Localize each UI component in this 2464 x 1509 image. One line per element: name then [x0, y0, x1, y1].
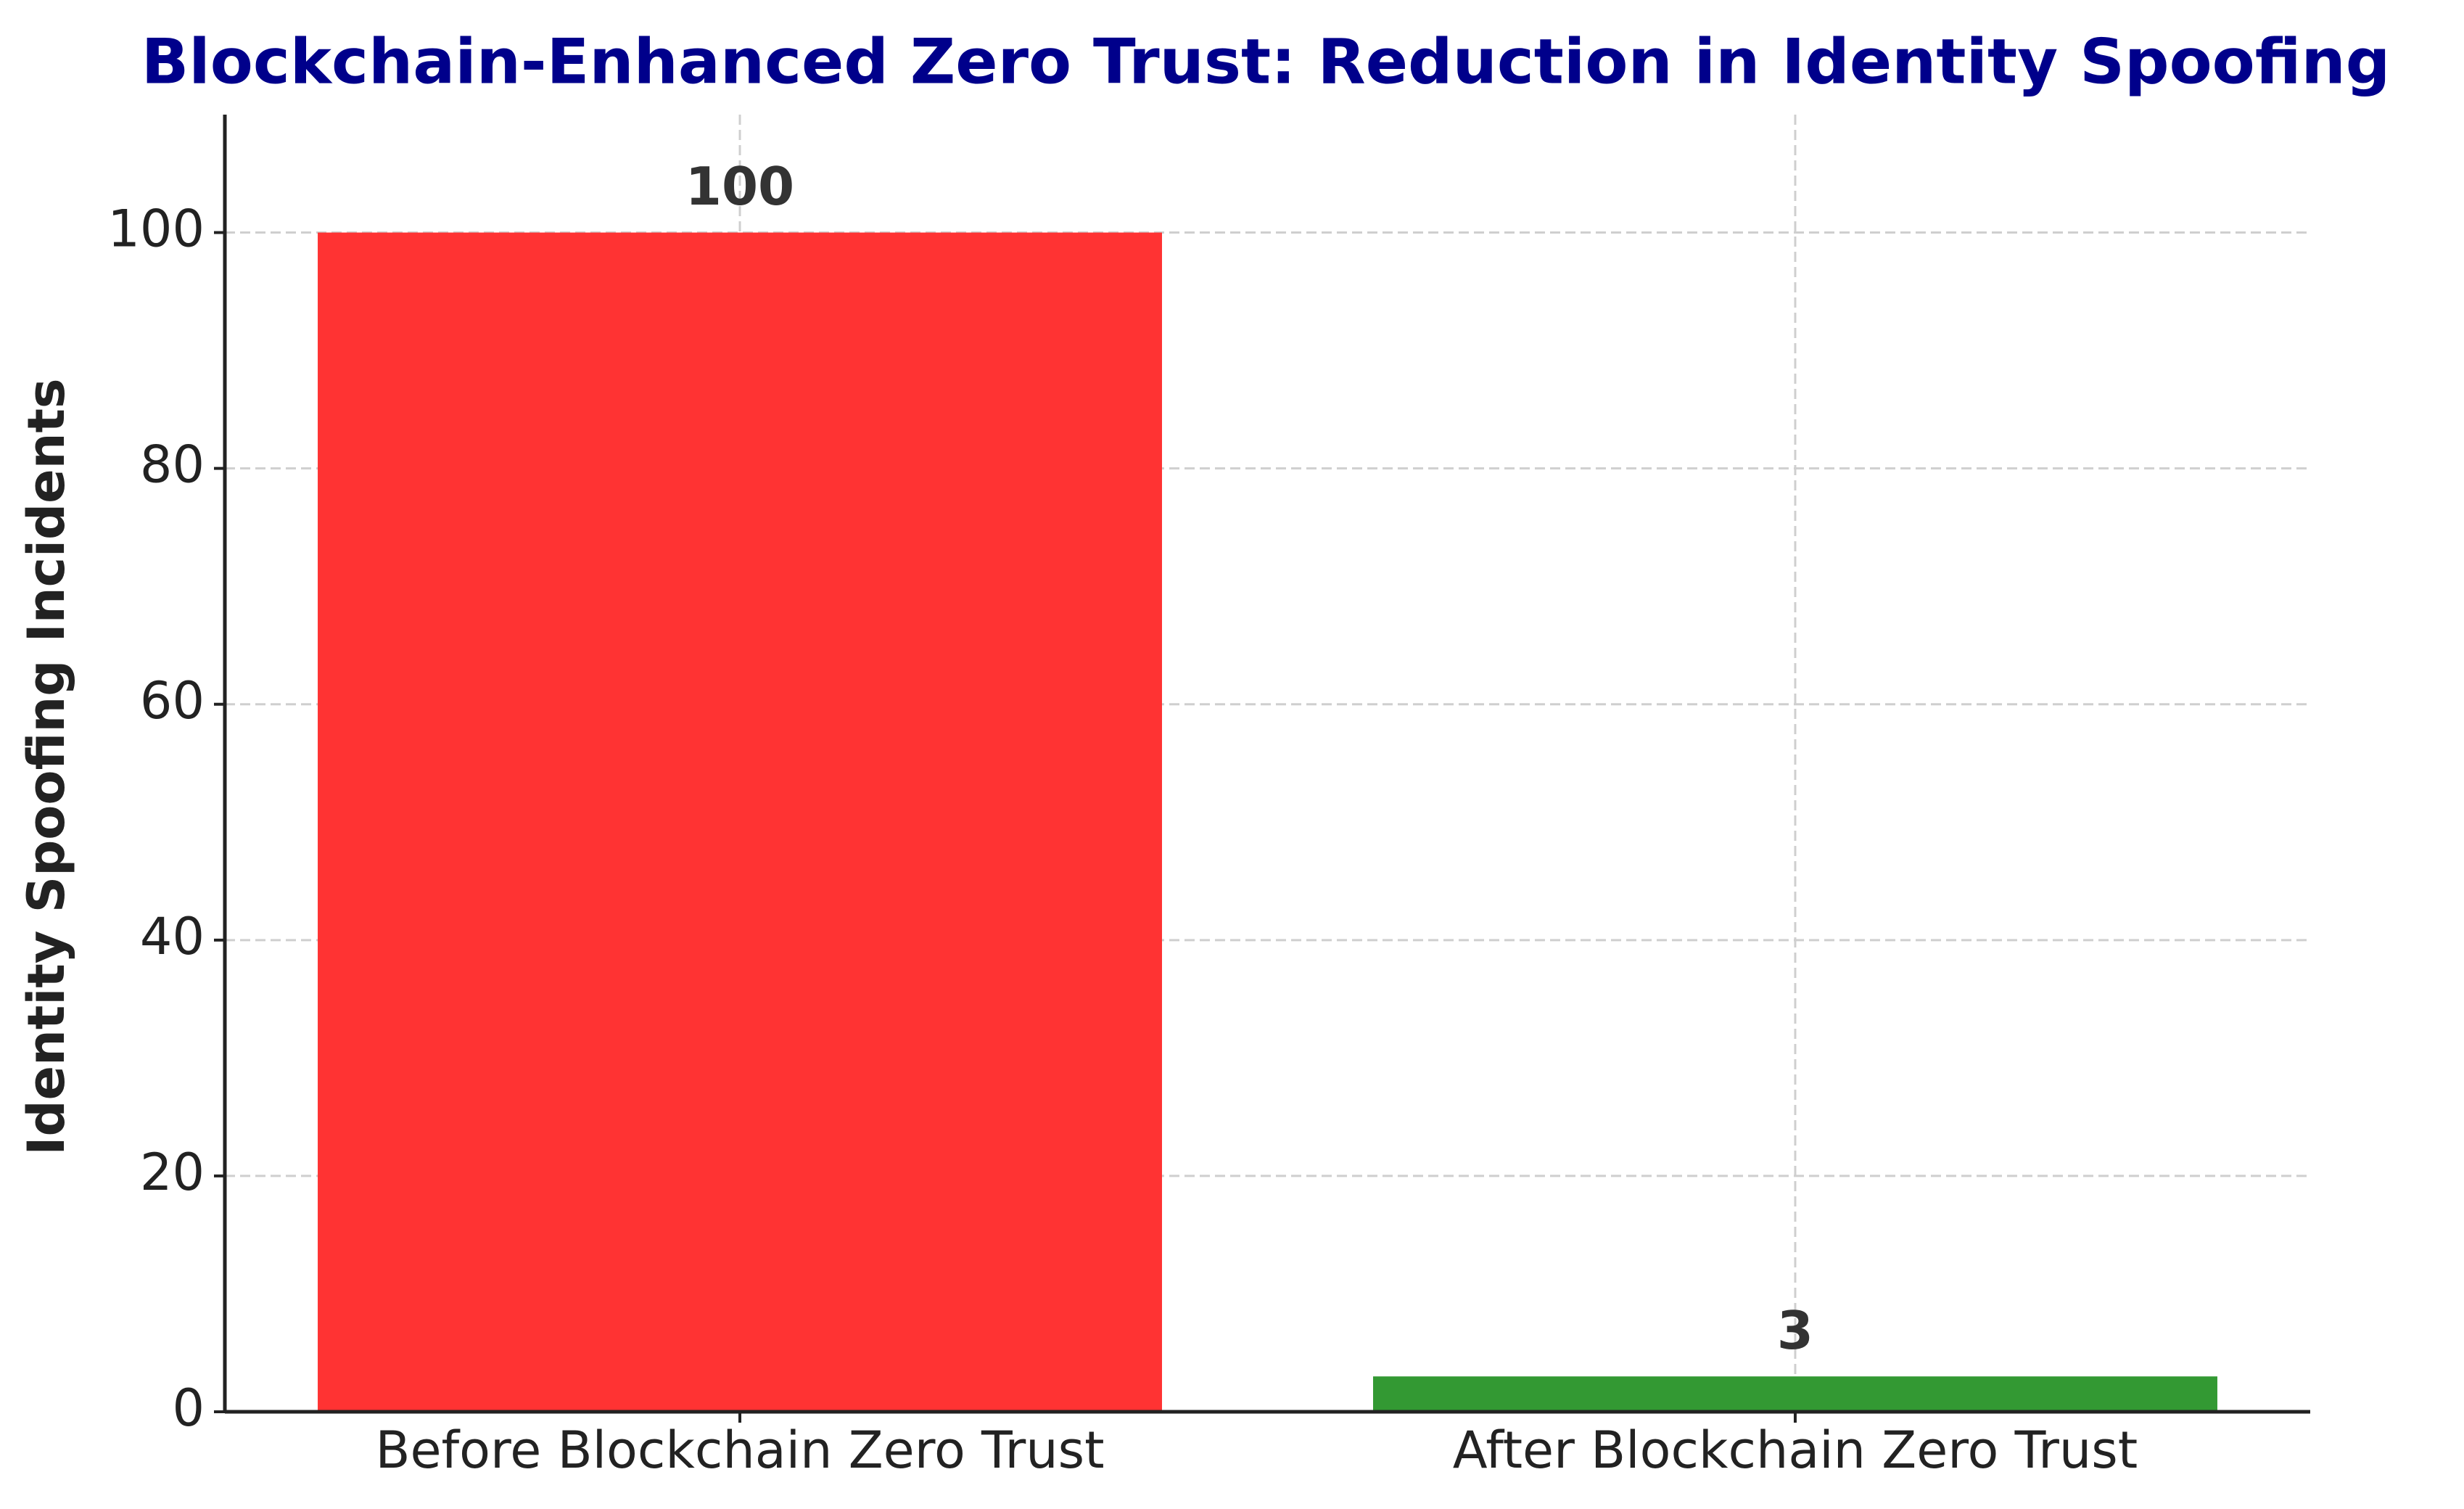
- y-tick-label: 0: [172, 1378, 205, 1438]
- bar: [318, 232, 1163, 1413]
- x-tick-label: Before Blockchain Zero Trust: [375, 1420, 1104, 1480]
- y-tick-label: 80: [140, 435, 205, 495]
- y-tick-label: 20: [140, 1143, 205, 1202]
- y-tick-label: 40: [140, 907, 205, 966]
- y-tick-label: 100: [107, 200, 205, 259]
- y-tick-label: 60: [140, 671, 205, 731]
- x-tick-label: After Blockchain Zero Trust: [1453, 1420, 2138, 1480]
- bar: [1372, 1376, 2217, 1412]
- value-label: 100: [685, 156, 794, 217]
- y-axis-label: Identity Spoofing Incidents: [17, 378, 76, 1155]
- chart-title: Blockchain-Enhanced Zero Trust: Reductio…: [141, 25, 2391, 98]
- value-label: 3: [1777, 1300, 1813, 1361]
